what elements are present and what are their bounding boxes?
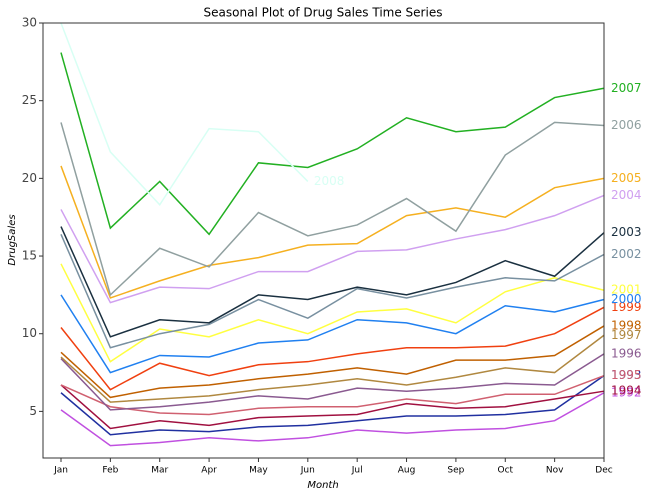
- x-tick-label: Mar: [151, 466, 168, 476]
- series-label: 1999: [611, 300, 642, 314]
- series-label: 2000: [611, 292, 642, 306]
- series-label: 1995: [611, 368, 642, 382]
- y-tick-label: 10: [22, 326, 37, 340]
- x-tick-label: Jan: [53, 466, 68, 476]
- series-label: 1992: [611, 385, 642, 399]
- y-tick-label: 30: [22, 16, 37, 30]
- line-series: [60, 306, 605, 391]
- line-series: [60, 226, 605, 338]
- chart-title: Seasonal Plot of Drug Sales Time Series: [204, 6, 443, 20]
- x-tick-label: Aug: [398, 466, 416, 476]
- series-label: 2001: [611, 283, 642, 297]
- x-tick-label: Oct: [497, 466, 513, 476]
- series-label: 2003: [611, 225, 642, 239]
- x-tick-label: Dec: [595, 466, 612, 476]
- x-axis-label: Month: [307, 480, 338, 491]
- y-tick-label: 25: [22, 93, 37, 107]
- line-series: [60, 353, 605, 411]
- y-tick-label: 5: [29, 404, 37, 418]
- line-series: [60, 374, 605, 416]
- line-series: [60, 22, 309, 206]
- line-series: [60, 263, 605, 363]
- x-tick-label: Sep: [447, 466, 464, 476]
- line-series: [60, 392, 605, 447]
- series-label: 1996: [611, 346, 642, 360]
- x-tick-label: Feb: [102, 466, 118, 476]
- series-label: 1993: [611, 368, 642, 382]
- line-series: [60, 375, 605, 436]
- series-label: 1997: [611, 328, 642, 342]
- line-series: [60, 121, 605, 297]
- series-label: 2007: [611, 81, 642, 95]
- x-tick-label: Jul: [351, 466, 363, 476]
- x-tick-label: Apr: [201, 466, 217, 476]
- series-label: 2005: [611, 171, 642, 185]
- line-series: [60, 165, 605, 299]
- line-series: [60, 194, 605, 304]
- x-tick-label: Jun: [300, 466, 315, 476]
- line-series: [60, 294, 605, 374]
- series-label: 2006: [611, 118, 642, 132]
- plot-frame: [42, 22, 605, 459]
- y-axis-label: DrugSales: [7, 214, 18, 265]
- series-label: 1994: [611, 384, 642, 398]
- y-tick-label: 15: [22, 249, 37, 263]
- x-tick-label: May: [249, 466, 268, 476]
- series-label: 1998: [611, 318, 642, 332]
- line-series: [60, 334, 605, 403]
- x-tick-label: Nov: [546, 466, 564, 476]
- series-label: 2004: [611, 188, 642, 202]
- series-label: 2002: [611, 247, 642, 261]
- line-series: [60, 325, 605, 399]
- line-series: [60, 233, 605, 349]
- series-label: 2008: [314, 174, 345, 188]
- line-series: [60, 384, 605, 430]
- y-tick-label: 20: [22, 171, 37, 185]
- line-series: [60, 52, 605, 236]
